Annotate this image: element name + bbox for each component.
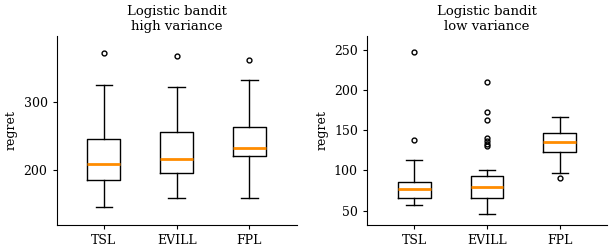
Title: Logistic bandit
high variance: Logistic bandit high variance [127, 5, 226, 33]
Title: Logistic bandit
low variance: Logistic bandit low variance [437, 5, 537, 33]
Y-axis label: regret: regret [315, 110, 329, 150]
Y-axis label: regret: regret [5, 110, 18, 150]
